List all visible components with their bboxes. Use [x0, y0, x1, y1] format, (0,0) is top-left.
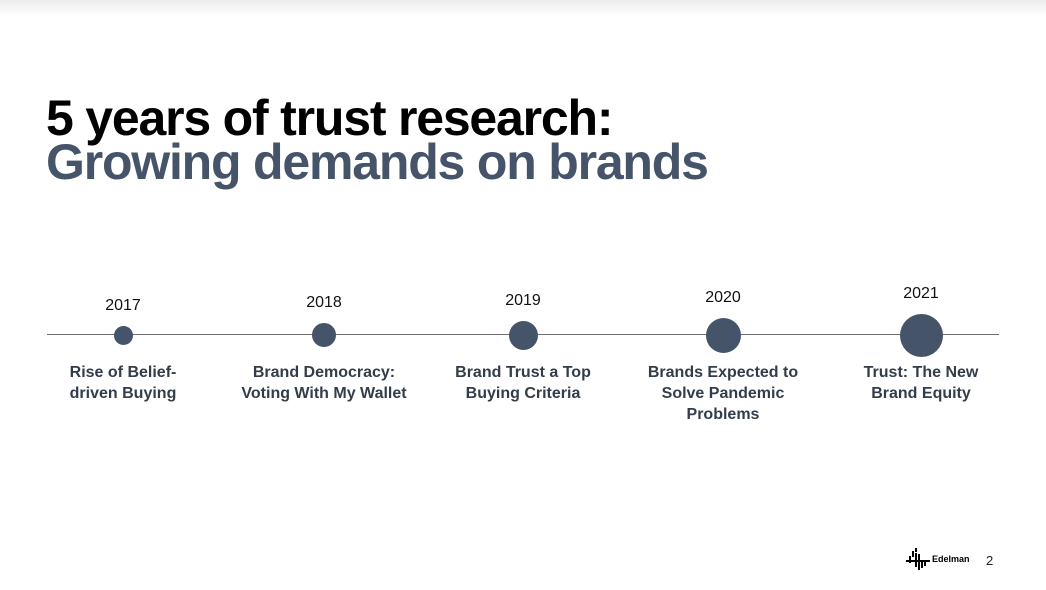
- timeline-label-line: Trust: The New: [863, 364, 979, 381]
- timeline-label: Trust: The New Brand Equity: [821, 362, 1021, 404]
- timeline-label-line: Brands Expected to: [647, 364, 799, 381]
- timeline-label-line: driven Buying: [69, 385, 177, 402]
- slide-top-shadow: [0, 0, 1046, 16]
- timeline-label-line: Brand Democracy:: [252, 364, 396, 381]
- timeline-label: Brands Expected to Solve Pandemic Problems: [623, 362, 823, 425]
- timeline-label-line: Brand Equity: [871, 385, 971, 402]
- timeline-dot: [508, 320, 538, 350]
- footer-logo: Edelman: [906, 548, 970, 570]
- page-number: 2: [986, 553, 994, 568]
- edelman-logo-icon: [906, 548, 930, 570]
- timeline-dot: [705, 317, 741, 353]
- slide-title: 5 years of trust research: Growing deman…: [46, 90, 709, 190]
- timeline-label-line: Buying Criteria: [465, 385, 581, 402]
- timeline-label-line: Problems: [686, 406, 760, 423]
- timeline-label: Brand Democracy: Voting With My Wallet: [224, 362, 424, 404]
- timeline-year: 2021: [903, 284, 939, 302]
- logo-text: Edelman: [932, 554, 970, 564]
- timeline-label: Rise of Belief-driven Buying: [23, 362, 223, 404]
- timeline-label-line: Rise of Belief-: [69, 364, 177, 381]
- timeline-year: 2019: [505, 291, 541, 309]
- timeline-label-line: Voting With My Wallet: [241, 385, 407, 402]
- timeline-year: 2020: [705, 288, 741, 306]
- timeline-label-line: Brand Trust a Top: [455, 364, 591, 381]
- timeline-dot: [113, 325, 133, 345]
- timeline-label-line: Solve Pandemic: [661, 385, 785, 402]
- timeline-label: Brand Trust a Top Buying Criteria: [423, 362, 623, 404]
- timeline-year: 2017: [105, 296, 141, 314]
- title-line-1: 5 years of trust research:: [46, 90, 614, 146]
- title-line-2: Growing demands on brands: [46, 134, 709, 190]
- timeline-year: 2018: [306, 294, 342, 311]
- timeline-dot: [312, 323, 336, 347]
- timeline-dot: [899, 313, 943, 357]
- timeline-axis: [47, 334, 999, 335]
